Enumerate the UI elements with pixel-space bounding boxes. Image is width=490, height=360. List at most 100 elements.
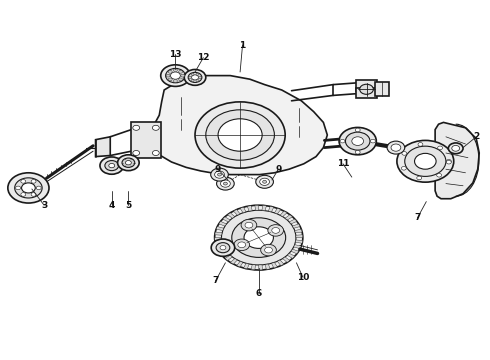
Polygon shape <box>220 251 228 256</box>
Circle shape <box>405 146 446 176</box>
Circle shape <box>265 247 272 253</box>
Polygon shape <box>271 262 277 268</box>
Text: 3: 3 <box>41 201 47 210</box>
Circle shape <box>22 183 35 193</box>
Circle shape <box>220 180 230 187</box>
Text: 6: 6 <box>256 289 262 298</box>
Polygon shape <box>294 245 301 249</box>
Polygon shape <box>215 232 222 235</box>
Polygon shape <box>265 264 270 270</box>
Circle shape <box>216 243 230 253</box>
Circle shape <box>206 110 274 160</box>
Circle shape <box>402 152 407 155</box>
Circle shape <box>268 225 284 236</box>
Polygon shape <box>435 122 479 199</box>
Polygon shape <box>244 263 249 269</box>
Circle shape <box>391 144 401 151</box>
Circle shape <box>105 161 119 171</box>
Circle shape <box>173 80 177 82</box>
Polygon shape <box>259 265 263 270</box>
Circle shape <box>100 157 123 174</box>
Circle shape <box>340 139 345 143</box>
Circle shape <box>218 119 262 151</box>
Circle shape <box>272 228 280 233</box>
Text: 7: 7 <box>212 276 219 285</box>
Circle shape <box>438 146 442 150</box>
Polygon shape <box>151 76 327 175</box>
Text: 10: 10 <box>296 273 309 282</box>
Circle shape <box>179 78 183 81</box>
Circle shape <box>256 175 273 188</box>
Polygon shape <box>247 206 252 211</box>
Circle shape <box>232 218 286 257</box>
Circle shape <box>211 168 228 181</box>
Circle shape <box>241 219 257 231</box>
Text: 12: 12 <box>197 53 210 62</box>
Polygon shape <box>215 242 223 246</box>
Text: 9: 9 <box>215 165 221 174</box>
Circle shape <box>171 72 180 79</box>
Polygon shape <box>96 137 110 157</box>
Circle shape <box>415 153 436 169</box>
Circle shape <box>217 177 234 190</box>
Bar <box>131 122 161 158</box>
Circle shape <box>234 239 249 251</box>
Polygon shape <box>285 215 293 220</box>
Circle shape <box>166 74 170 77</box>
Text: 9: 9 <box>275 165 282 174</box>
Bar <box>375 82 389 96</box>
Circle shape <box>448 143 463 154</box>
Circle shape <box>196 80 199 82</box>
Circle shape <box>133 125 140 130</box>
Circle shape <box>189 76 192 78</box>
Polygon shape <box>217 247 225 251</box>
Circle shape <box>211 239 235 256</box>
Circle shape <box>133 150 140 156</box>
Circle shape <box>16 186 21 190</box>
Circle shape <box>196 73 199 75</box>
Polygon shape <box>255 205 259 210</box>
Text: 5: 5 <box>125 201 131 210</box>
Circle shape <box>198 76 201 78</box>
Circle shape <box>179 70 183 73</box>
Circle shape <box>152 125 159 130</box>
Circle shape <box>118 155 139 171</box>
Circle shape <box>418 143 423 146</box>
Circle shape <box>352 137 364 145</box>
Circle shape <box>261 244 276 256</box>
Polygon shape <box>240 207 246 213</box>
Polygon shape <box>283 257 290 262</box>
Circle shape <box>220 246 226 250</box>
Circle shape <box>401 167 406 170</box>
Circle shape <box>173 69 177 72</box>
Circle shape <box>168 78 172 81</box>
Circle shape <box>218 173 221 176</box>
Circle shape <box>355 128 360 132</box>
Polygon shape <box>274 208 281 214</box>
Circle shape <box>36 186 41 190</box>
Circle shape <box>195 102 285 168</box>
Circle shape <box>168 70 172 73</box>
Polygon shape <box>230 258 237 264</box>
Circle shape <box>345 132 370 150</box>
Circle shape <box>245 222 253 228</box>
Circle shape <box>161 65 190 86</box>
Polygon shape <box>262 205 267 211</box>
Circle shape <box>370 139 375 143</box>
Circle shape <box>215 205 303 270</box>
Circle shape <box>125 161 131 165</box>
Circle shape <box>184 69 206 85</box>
Circle shape <box>452 145 460 151</box>
Polygon shape <box>296 235 303 238</box>
Circle shape <box>446 161 451 164</box>
Circle shape <box>188 72 202 82</box>
Polygon shape <box>269 206 274 212</box>
Bar <box>356 88 377 98</box>
Polygon shape <box>291 249 299 254</box>
Text: 13: 13 <box>169 50 182 59</box>
Circle shape <box>417 176 422 180</box>
Polygon shape <box>280 211 287 217</box>
Circle shape <box>191 80 194 82</box>
Circle shape <box>152 150 159 156</box>
Polygon shape <box>293 224 300 228</box>
